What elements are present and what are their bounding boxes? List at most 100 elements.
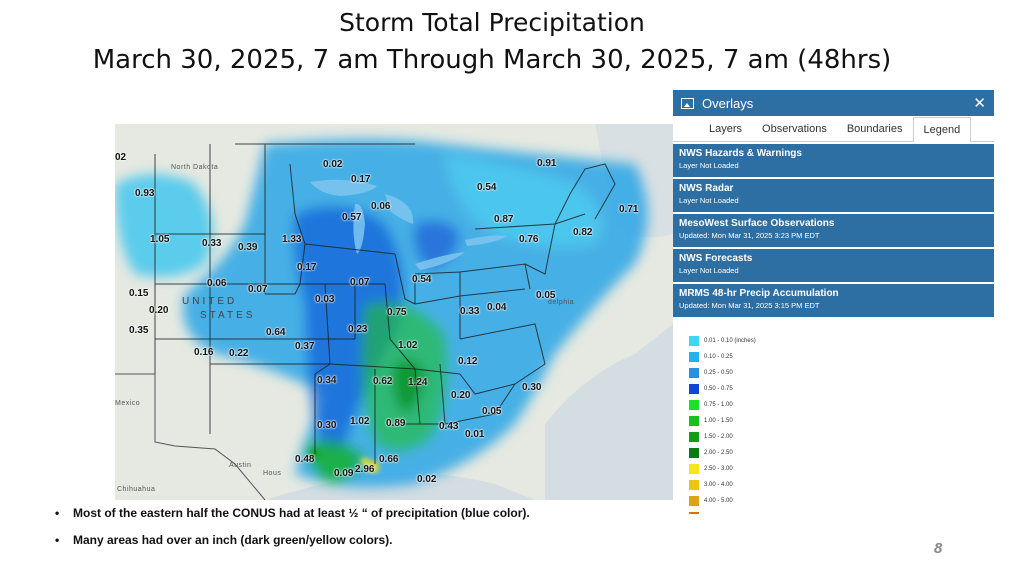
obs-value[interactable]: 0.34 (317, 375, 337, 386)
tab-boundaries[interactable]: Boundaries (846, 123, 903, 135)
obs-value[interactable]: 0.16 (194, 347, 214, 358)
close-icon[interactable]: ✕ (973, 95, 986, 112)
legend-item: 2.00 - 2.50 (689, 445, 994, 461)
legend-label: 0.10 - 0.25 (704, 354, 733, 360)
obs-value[interactable]: 1.05 (150, 234, 170, 245)
obs-value[interactable]: 0.07 (248, 284, 268, 295)
obs-value[interactable]: 0.12 (458, 356, 478, 367)
layer-name: NWS Forecasts (679, 253, 753, 264)
obs-value[interactable]: 0.64 (266, 327, 286, 338)
obs-value[interactable]: 02 (115, 152, 127, 163)
layer-list: NWS Hazards & Warnings Layer Not Loaded … (673, 142, 994, 317)
obs-value[interactable]: 0.20 (451, 390, 471, 401)
page-number: 8 (934, 540, 943, 557)
tab-layers[interactable]: Layers (709, 123, 743, 135)
obs-value[interactable]: 0.82 (573, 227, 593, 238)
obs-value[interactable]: 0.02 (323, 159, 343, 170)
obs-value[interactable]: 2.96 (355, 464, 375, 475)
layer-nws-hazards[interactable]: NWS Hazards & Warnings Layer Not Loaded (673, 144, 994, 177)
legend-item: 3.00 - 4.00 (689, 477, 994, 493)
layer-name: MRMS 48-hr Precip Accumulation (679, 288, 839, 299)
label-mexico: Mexico (115, 400, 141, 407)
obs-value[interactable]: 0.15 (129, 288, 149, 299)
obs-value[interactable]: 0.01 (465, 429, 485, 440)
legend-swatch (689, 384, 699, 394)
layer-status: Layer Not Loaded (679, 196, 739, 205)
label-austin: Austin (229, 462, 252, 469)
obs-value[interactable]: 0.91 (537, 158, 557, 169)
obs-value[interactable]: 0.89 (386, 418, 406, 429)
legend-item: 0.75 - 1.00 (689, 397, 994, 413)
overlays-title: Overlays (702, 95, 754, 111)
obs-value[interactable]: 0.93 (135, 188, 155, 199)
bullet-text: Many areas had over an inch (dark green/… (73, 533, 393, 547)
obs-value[interactable]: 0.06 (371, 201, 391, 212)
obs-value[interactable]: 0.07 (350, 277, 370, 288)
legend-swatch (689, 512, 699, 514)
obs-value[interactable]: 0.35 (129, 325, 149, 336)
obs-value[interactable]: 0.87 (494, 214, 514, 225)
obs-value[interactable]: 0.02 (417, 474, 437, 485)
obs-value[interactable]: 0.23 (348, 324, 368, 335)
bullet-text: Most of the eastern half the CONUS had a… (73, 506, 530, 520)
map-graphic (115, 124, 673, 500)
obs-value[interactable]: 0.17 (351, 174, 371, 185)
obs-value[interactable]: 0.30 (522, 382, 542, 393)
label-houston: Hous (263, 470, 282, 477)
obs-value[interactable]: 0.33 (460, 306, 480, 317)
label-chihuahua: Chihuahua (117, 486, 156, 493)
obs-value[interactable]: 0.54 (412, 274, 432, 285)
legend-item: 5.00 - 6.00 (689, 509, 994, 514)
obs-value[interactable]: 1.24 (408, 377, 428, 388)
legend-swatch (689, 432, 699, 442)
obs-value[interactable]: 0.03 (315, 294, 335, 305)
layer-nws-radar[interactable]: NWS Radar Layer Not Loaded (673, 179, 994, 212)
tab-legend[interactable]: Legend (912, 117, 972, 142)
obs-value[interactable]: 0.43 (439, 421, 459, 432)
legend-label: 0.25 - 0.50 (704, 370, 733, 376)
obs-value[interactable]: 0.39 (238, 242, 258, 253)
legend-item: 0.25 - 0.50 (689, 365, 994, 381)
legend-swatch (689, 480, 699, 490)
obs-value[interactable]: 0.62 (373, 376, 393, 387)
obs-value[interactable]: 0.57 (342, 212, 362, 223)
precipitation-map[interactable]: North Dakota UNITED STATES Mexico Austin… (115, 124, 673, 500)
obs-value[interactable]: 0.05 (536, 290, 556, 301)
obs-value[interactable]: 0.66 (379, 454, 399, 465)
obs-value[interactable]: 0.22 (229, 348, 249, 359)
obs-value[interactable]: 0.04 (487, 302, 507, 313)
label-north-dakota: North Dakota (171, 164, 219, 171)
legend-item: 0.01 - 0.10 (inches) (689, 333, 994, 349)
legend-label: 1.00 - 1.50 (704, 418, 733, 424)
layer-mrms-precip[interactable]: MRMS 48-hr Precip Accumulation Updated: … (673, 284, 994, 317)
obs-value[interactable]: 0.75 (387, 307, 407, 318)
obs-value[interactable]: 0.33 (202, 238, 222, 249)
obs-value[interactable]: 0.05 (482, 406, 502, 417)
layer-mesowest[interactable]: MesoWest Surface Observations Updated: M… (673, 214, 994, 247)
overlays-tabs: Layers Observations Boundaries Legend (673, 116, 994, 142)
legend-label: 1.50 - 2.00 (704, 434, 733, 440)
legend-swatch (689, 416, 699, 426)
obs-value[interactable]: 0.71 (619, 204, 639, 215)
obs-value[interactable]: 0.48 (295, 454, 315, 465)
obs-value[interactable]: 0.06 (207, 278, 227, 289)
overlays-header: Overlays ✕ (673, 90, 994, 116)
obs-value[interactable]: 0.09 (334, 468, 354, 479)
slide-title: Storm Total Precipitation (339, 8, 645, 37)
obs-value[interactable]: 1.33 (282, 234, 302, 245)
obs-value[interactable]: 1.02 (350, 416, 370, 427)
tab-observations[interactable]: Observations (762, 123, 827, 135)
slide-subtitle: March 30, 2025, 7 am Through March 30, 2… (92, 45, 892, 75)
obs-value[interactable]: 0.20 (149, 305, 169, 316)
obs-value[interactable]: 0.54 (477, 182, 497, 193)
obs-value[interactable]: 0.30 (317, 420, 337, 431)
obs-value[interactable]: 0.76 (519, 234, 539, 245)
bullet-list: • Most of the eastern half the CONUS had … (55, 506, 530, 560)
obs-value[interactable]: 1.02 (398, 340, 418, 351)
legend-item: 1.00 - 1.50 (689, 413, 994, 429)
legend-label: 0.50 - 0.75 (704, 386, 733, 392)
legend-swatch (689, 464, 699, 474)
obs-value[interactable]: 0.37 (295, 341, 315, 352)
layer-nws-forecasts[interactable]: NWS Forecasts Layer Not Loaded (673, 249, 994, 282)
obs-value[interactable]: 0.17 (297, 262, 317, 273)
